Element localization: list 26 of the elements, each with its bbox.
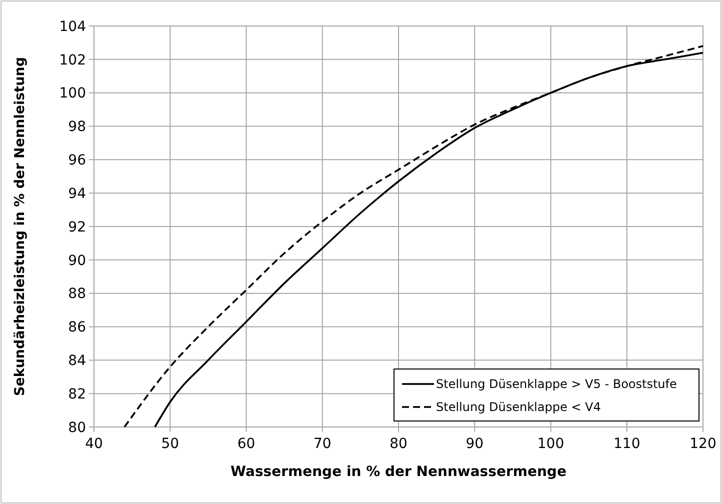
y-tick-label: 88 xyxy=(68,286,86,302)
y-tick-label: 100 xyxy=(59,86,86,102)
legend-label: Stellung Düsenklappe < V4 xyxy=(436,400,601,414)
x-tick-label: 80 xyxy=(390,436,408,452)
y-tick-label: 102 xyxy=(59,52,86,68)
x-tick-label: 60 xyxy=(237,436,256,452)
x-tick-label: 100 xyxy=(537,436,564,452)
y-tick-label: 94 xyxy=(68,186,86,202)
y-tick-label: 90 xyxy=(68,252,86,269)
x-tick-label: 70 xyxy=(313,436,332,452)
x-axis-title: Wassermenge in % der Nennwassermenge xyxy=(230,464,566,480)
y-axis-title: Sekundärheizleistung in % der Nennleistung xyxy=(12,56,28,396)
y-tick-label: 84 xyxy=(68,353,86,370)
y-tick-label: 80 xyxy=(68,420,86,436)
y-tick-label: 92 xyxy=(68,219,86,236)
y-tick-label: 82 xyxy=(68,386,86,402)
y-tick-label: 96 xyxy=(68,152,86,169)
x-tick-label: 40 xyxy=(85,436,103,452)
x-tick-label: 120 xyxy=(690,436,716,452)
y-tick-label: 98 xyxy=(68,119,86,136)
x-tick-label: 90 xyxy=(466,436,484,452)
y-tick-label: 104 xyxy=(59,18,86,35)
x-tick-label: 110 xyxy=(614,436,640,452)
x-tick-label: 50 xyxy=(161,436,180,452)
y-tick-label: 86 xyxy=(68,320,86,336)
legend-label: Stellung Düsenklappe > V5 - Booststufe xyxy=(436,377,677,392)
